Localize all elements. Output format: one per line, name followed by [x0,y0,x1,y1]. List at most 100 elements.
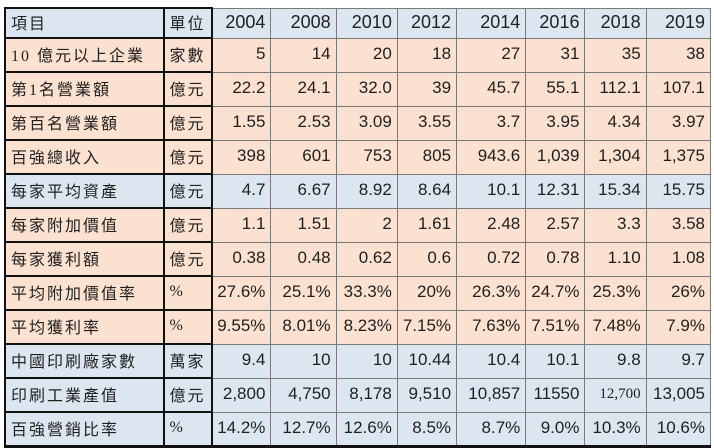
table-row: 百強總收入 億元 398 601 753 805 943.6 1,039 1,304 1,375 [4,139,712,175]
value-cell: 112.1 [584,71,647,107]
header-year-2019: 2019 [645,7,712,39]
value-cell: 753 [335,139,398,175]
value-cell: 0.72 [456,241,527,277]
value-cell: 26% [645,275,712,311]
value-cell: 8.5% [396,411,458,448]
unit-cell: 億元 [162,241,213,277]
item-cell: 百強總收入 [4,139,165,175]
unit-cell: 億元 [162,105,213,141]
value-cell: 38 [645,37,712,73]
item-cell: 每家附加價值 [4,207,165,243]
value-cell: 8.64 [396,173,458,209]
unit-cell: 億元 [162,173,213,209]
value-cell: 601 [270,139,337,175]
table-head: 項目 單位 2004 2008 2010 2012 2014 2016 2018 2019 [4,7,712,39]
value-cell: 10.1 [525,343,586,379]
value-cell: 11550 [525,377,586,413]
value-cell: 3.09 [335,105,398,141]
value-cell: 12.6% [335,411,398,448]
value-cell: 3.95 [525,105,586,141]
value-cell: 32.0 [335,71,398,107]
value-cell: 1.08 [645,241,712,277]
value-cell: 7.51% [525,309,586,345]
value-cell: 8.01% [270,309,337,345]
value-cell: 0.78 [525,241,586,277]
value-cell: 27 [456,37,527,73]
value-cell: 0.38 [211,241,272,277]
item-cell: 平均附加價值率 [4,275,165,311]
value-cell: 3.3 [584,207,647,243]
item-cell: 每家獲利額 [4,241,165,277]
table-row: 第百名營業額 億元 1.55 2.53 3.09 3.55 3.7 3.95 4.34 3.97 [4,105,712,141]
value-cell: 398 [211,139,272,175]
value-cell: 24.1 [270,71,337,107]
value-cell: 7.48% [584,309,647,345]
value-cell: 9.7 [645,343,712,379]
value-cell: 3.97 [645,105,712,141]
table-row: 第1名營業額 億元 22.2 24.1 32.0 39 45.7 55.1 112.1 107.1 [4,71,712,107]
value-cell: 9,510 [396,377,458,413]
value-cell: 18 [396,37,458,73]
unit-cell: % [162,309,213,345]
value-cell: 1.55 [211,105,272,141]
value-cell: 24.7% [525,275,586,311]
value-cell: 6.67 [270,173,337,209]
value-cell: 9.8 [584,343,647,379]
top100-printing-stats-table: 項目 單位 2004 2008 2010 2012 2014 2016 2018 2019 10 … [4,7,712,448]
value-cell: 8.23% [335,309,398,345]
table-row: 中國印刷廠家數 萬家 9.4 10 10 10.44 10.4 10.1 9.8 9.7 [4,343,712,379]
value-cell: 33.3% [335,275,398,311]
value-cell: 1,375 [645,139,712,175]
unit-cell: 億元 [162,207,213,243]
unit-cell: 億元 [162,71,213,107]
unit-cell: % [162,275,213,311]
value-cell: 2.53 [270,105,337,141]
value-cell: 3.7 [456,105,527,141]
value-cell: 55.1 [525,71,586,107]
value-cell: 7.9% [645,309,712,345]
value-cell: 12.7% [270,411,337,448]
value-cell: 7.63% [456,309,527,345]
header-year-2018: 2018 [584,7,647,39]
value-cell: 10,857 [456,377,527,413]
value-cell: 8,178 [335,377,398,413]
value-cell: 2.48 [456,207,527,243]
value-cell: 14 [270,37,337,73]
item-cell: 每家平均資產 [4,173,165,209]
header-row: 項目 單位 2004 2008 2010 2012 2014 2016 2018 2019 [4,7,712,39]
value-cell: 2 [335,207,398,243]
table-row: 平均獲利率% 9.55% 8.01% 8.23% 7.15% 7.63% 7.51% 7.48… [4,309,712,345]
header-year-2008: 2008 [270,7,337,39]
table-row: 百強營銷比率% 14.2% 12.7% 12.6% 8.5% 8.7% 9.0% 10.3% 1… [4,411,712,448]
value-cell: 3.58 [645,207,712,243]
value-cell: 35 [584,37,647,73]
value-cell: 0.48 [270,241,337,277]
value-cell: 4.7 [211,173,272,209]
value-cell: 7.15% [396,309,458,345]
value-cell: 45.7 [456,71,527,107]
header-year-2012: 2012 [396,7,458,39]
item-cell: 平均獲利率 [4,309,165,345]
table-row: 印刷工業產值 億元 2,800 4,750 8,178 9,510 10,857 11550 1… [4,377,712,413]
item-cell: 印刷工業產值 [4,377,165,413]
header-year-2004: 2004 [211,7,272,39]
item-cell: 第1名營業額 [4,71,165,107]
value-cell: 22.2 [211,71,272,107]
value-cell: 1.61 [396,207,458,243]
value-cell: 9.55% [211,309,272,345]
unit-cell: 億元 [162,139,213,175]
unit-cell: % [162,411,213,448]
value-cell: 13,005 [645,377,712,413]
value-cell: 4.34 [584,105,647,141]
value-cell: 1,304 [584,139,647,175]
header-year-2010: 2010 [335,7,398,39]
value-cell: 9.4 [211,343,272,379]
value-cell: 10.1 [456,173,527,209]
value-cell: 1.10 [584,241,647,277]
table-body: 10 億元以上企業 家數 5 14 20 18 27 31 35 38 第1名營業額 億元 22.2 24… [4,37,712,448]
value-cell: 10.4 [456,343,527,379]
value-cell: 1,039 [525,139,586,175]
value-cell: 10.6% [645,411,712,448]
value-cell: 14.2% [211,411,272,448]
value-cell: 10 [270,343,337,379]
